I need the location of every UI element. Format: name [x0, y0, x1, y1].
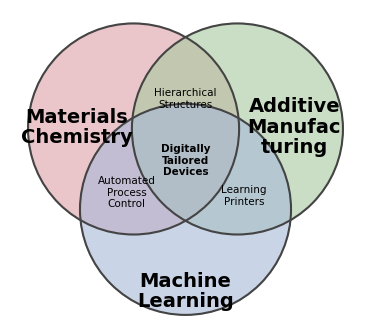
Text: Automated
Process
Control: Automated Process Control — [98, 176, 156, 209]
Text: Hierarchical
Structures: Hierarchical Structures — [154, 88, 217, 110]
Circle shape — [132, 23, 343, 234]
Text: Additive
Manufac
turing: Additive Manufac turing — [247, 97, 341, 157]
Circle shape — [80, 104, 291, 315]
Text: Digitally
Tailored
Devices: Digitally Tailored Devices — [161, 144, 210, 178]
Circle shape — [28, 23, 239, 234]
Text: Materials
Chemistry: Materials Chemistry — [21, 108, 132, 147]
Text: Machine
Learning: Machine Learning — [137, 272, 234, 311]
Text: Learning
Printers: Learning Printers — [221, 185, 267, 207]
